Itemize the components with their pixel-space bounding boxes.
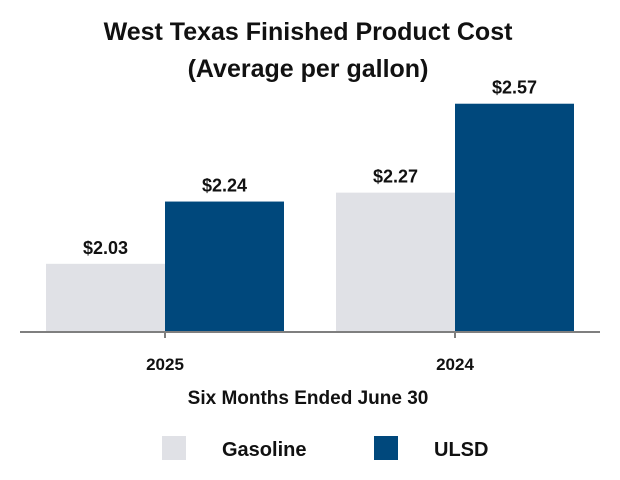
value-label-gasoline-2024: $2.27 bbox=[373, 167, 418, 187]
value-label-ulsd-2024: $2.57 bbox=[492, 78, 537, 98]
legend-label-gasoline: Gasoline bbox=[222, 439, 306, 461]
bar-ulsd-2024 bbox=[455, 103, 574, 332]
chart-subtitle: (Average per gallon) bbox=[188, 55, 429, 83]
chart-title: West Texas Finished Product Cost bbox=[104, 18, 514, 46]
x-tick-labels-group: 2025 2024 bbox=[146, 332, 474, 374]
bar-ulsd-2025 bbox=[165, 201, 284, 332]
x-tick-label-2024: 2024 bbox=[436, 355, 474, 374]
value-label-gasoline-2025: $2.03 bbox=[83, 238, 128, 258]
legend-swatch-gasoline bbox=[162, 436, 186, 460]
bar-gasoline-2025 bbox=[46, 263, 165, 332]
legend-swatch-ulsd bbox=[374, 436, 398, 460]
value-labels-group: $2.03 $2.24 $2.27 $2.57 bbox=[83, 78, 537, 258]
x-tick-label-2025: 2025 bbox=[146, 355, 184, 374]
x-axis-title: Six Months Ended June 30 bbox=[188, 388, 429, 409]
legend: Gasoline ULSD bbox=[162, 436, 488, 461]
value-label-ulsd-2025: $2.24 bbox=[202, 176, 247, 196]
bar-gasoline-2024 bbox=[336, 192, 455, 332]
bars-group bbox=[46, 103, 574, 332]
legend-label-ulsd: ULSD bbox=[434, 439, 488, 461]
